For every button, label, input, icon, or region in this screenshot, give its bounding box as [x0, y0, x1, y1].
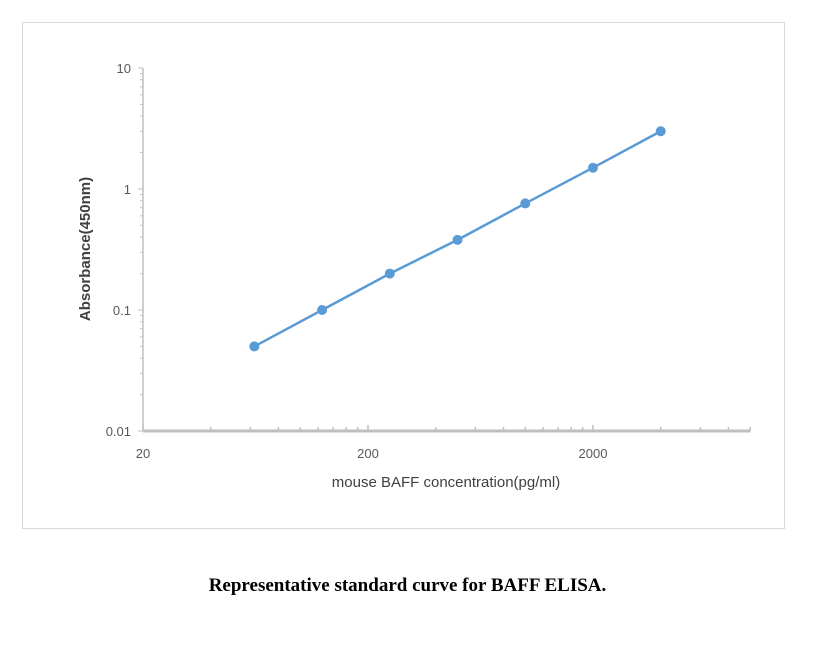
data-point: [384, 268, 395, 279]
data-point: [317, 305, 328, 315]
x-tick-label: 200: [357, 446, 379, 461]
y-tick-label: 10: [117, 61, 131, 76]
data-point: [249, 341, 260, 352]
y-axis-label: Absorbance(450nm): [77, 177, 94, 321]
data-point: [452, 234, 463, 245]
data-point: [588, 162, 598, 173]
data-point: [655, 126, 666, 137]
y-tick-label: 0.1: [113, 303, 131, 318]
x-tick-label: 20: [136, 446, 150, 461]
chart-area: [22, 22, 785, 529]
x-tick-label: 2000: [579, 446, 608, 461]
y-tick-label: 1: [124, 182, 131, 197]
data-point: [520, 198, 531, 209]
figure-caption: Representative standard curve for BAFF E…: [208, 575, 607, 596]
y-tick-label: 0.01: [106, 424, 131, 439]
x-axis-label: mouse BAFF concentration(pg/ml): [332, 474, 560, 491]
